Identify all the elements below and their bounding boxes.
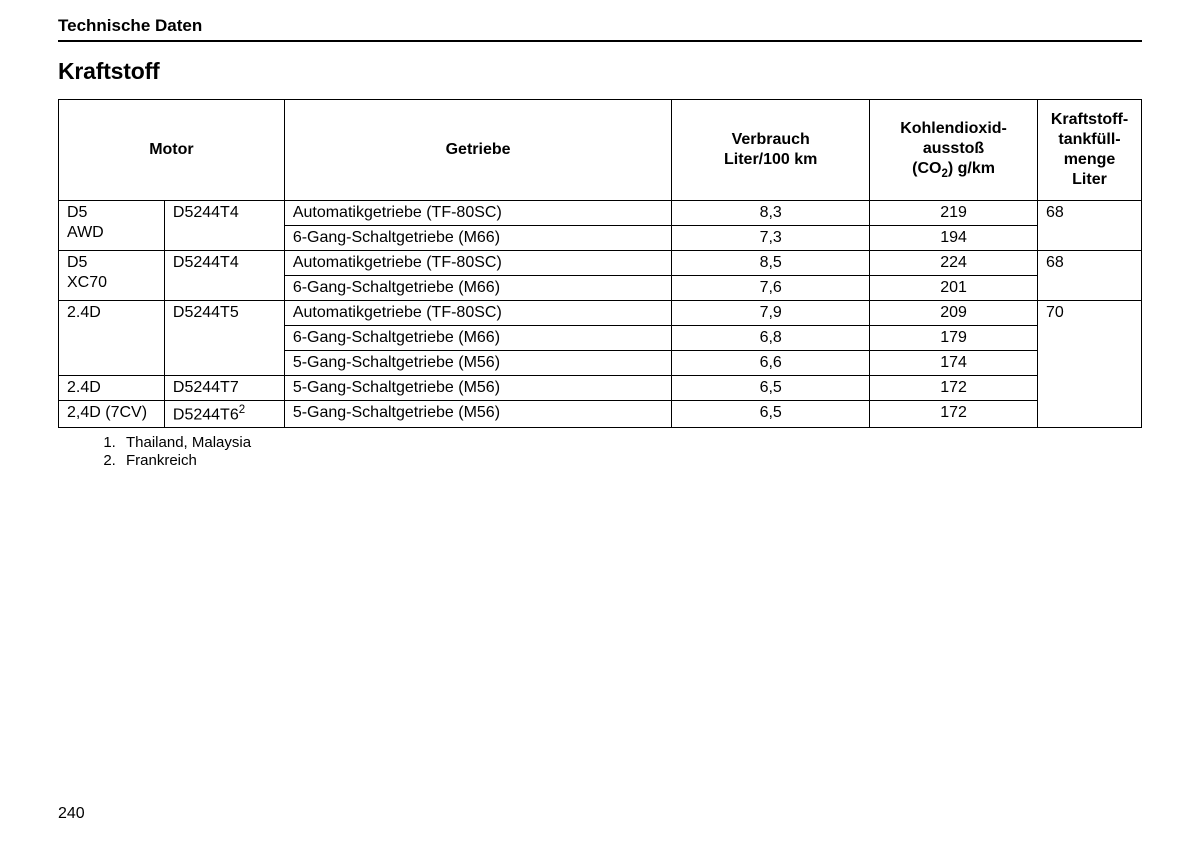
cell-motor-b: D5244T62 [164, 401, 284, 428]
cell-tank: 68 [1037, 251, 1141, 301]
cell-verbrauch: 7,6 [672, 276, 870, 301]
th-tank-l1: Kraftstoff- [1051, 111, 1128, 128]
cell-co2: 219 [870, 201, 1038, 226]
th-co2-l3-post: ) g/km [948, 160, 995, 177]
th-tank: Kraftstoff- tankfüll- menge Liter [1037, 100, 1141, 201]
cell-getriebe: 5-Gang-Schaltgetriebe (M56) [284, 401, 672, 428]
footnote-1: Thailand, Malaysia [120, 434, 1142, 451]
fuel-table: Motor Getriebe Verbrauch Liter/100 km Ko… [58, 99, 1142, 428]
table-row: 2.4D D5244T7 5-Gang-Schaltgetriebe (M56)… [59, 376, 1142, 401]
cell-co2: 209 [870, 301, 1038, 326]
cell-verbrauch: 6,8 [672, 326, 870, 351]
cell-motor-a: 2.4D [59, 376, 165, 401]
th-co2-l1: Kohlendioxid- [900, 120, 1007, 137]
cell-co2: 194 [870, 226, 1038, 251]
table-row: 2.4D D5244T5 Automatikgetriebe (TF-80SC)… [59, 301, 1142, 326]
motor-line: D5 [67, 254, 87, 271]
th-verbrauch-l1: Verbrauch [732, 131, 810, 148]
cell-getriebe: 6-Gang-Schaltgetriebe (M66) [284, 276, 672, 301]
cell-co2: 172 [870, 376, 1038, 401]
footnote-2: Frankreich [120, 452, 1142, 469]
motor-line: D5 [67, 204, 87, 221]
th-motor: Motor [59, 100, 285, 201]
th-tank-l4: Liter [1072, 171, 1107, 188]
cell-getriebe: Automatikgetriebe (TF-80SC) [284, 201, 672, 226]
cell-motor-b: D5244T7 [164, 376, 284, 401]
section-title: Kraftstoff [58, 58, 1142, 85]
cell-getriebe: 5-Gang-Schaltgetriebe (M56) [284, 351, 672, 376]
th-tank-l2: tankfüll- [1058, 131, 1120, 148]
cell-verbrauch: 8,3 [672, 201, 870, 226]
table-row: D5 AWD D5244T4 Automatikgetriebe (TF-80S… [59, 201, 1142, 226]
cell-verbrauch: 6,5 [672, 376, 870, 401]
cell-verbrauch: 6,5 [672, 401, 870, 428]
cell-tank: 70 [1037, 301, 1141, 428]
th-getriebe: Getriebe [284, 100, 672, 201]
footnotes: Thailand, Malaysia Frankreich [58, 434, 1142, 469]
cell-motor-b: D5244T5 [164, 301, 284, 376]
cell-tank: 68 [1037, 201, 1141, 251]
cell-co2: 172 [870, 401, 1038, 428]
cell-motor-b: D5244T4 [164, 201, 284, 251]
th-verbrauch: Verbrauch Liter/100 km [672, 100, 870, 201]
cell-motor-a: 2.4D [59, 301, 165, 376]
cell-co2: 174 [870, 351, 1038, 376]
cell-motor-a: 2,4D (7CV) [59, 401, 165, 428]
motor-line: AWD [67, 224, 104, 241]
table-row: D5 XC70 D5244T4 Automatikgetriebe (TF-80… [59, 251, 1142, 276]
cell-motor-a: D5 XC70 [59, 251, 165, 301]
motor-b-pre: D5244T6 [173, 406, 239, 423]
th-co2: Kohlendioxid- ausstoß (CO2) g/km [870, 100, 1038, 201]
th-co2-l3-pre: (CO [912, 160, 941, 177]
cell-verbrauch: 8,5 [672, 251, 870, 276]
cell-getriebe: Automatikgetriebe (TF-80SC) [284, 301, 672, 326]
cell-motor-a: D5 AWD [59, 201, 165, 251]
cell-getriebe: 6-Gang-Schaltgetriebe (M66) [284, 326, 672, 351]
cell-getriebe: 5-Gang-Schaltgetriebe (M56) [284, 376, 672, 401]
cell-getriebe: 6-Gang-Schaltgetriebe (M66) [284, 226, 672, 251]
page-number: 240 [58, 805, 85, 823]
th-verbrauch-l2: Liter/100 km [724, 151, 817, 168]
header-rule [58, 40, 1142, 42]
cell-getriebe: Automatikgetriebe (TF-80SC) [284, 251, 672, 276]
motor-b-sup: 2 [239, 404, 245, 416]
cell-verbrauch: 6,6 [672, 351, 870, 376]
cell-co2: 179 [870, 326, 1038, 351]
running-header: Technische Daten [58, 16, 1142, 40]
cell-motor-b: D5244T4 [164, 251, 284, 301]
motor-line: XC70 [67, 274, 107, 291]
th-tank-l3: menge [1064, 151, 1116, 168]
th-co2-l2: ausstoß [923, 140, 984, 157]
cell-verbrauch: 7,9 [672, 301, 870, 326]
table-header-row: Motor Getriebe Verbrauch Liter/100 km Ko… [59, 100, 1142, 201]
cell-co2: 201 [870, 276, 1038, 301]
table-row: 2,4D (7CV) D5244T62 5-Gang-Schaltgetrieb… [59, 401, 1142, 428]
cell-verbrauch: 7,3 [672, 226, 870, 251]
cell-co2: 224 [870, 251, 1038, 276]
